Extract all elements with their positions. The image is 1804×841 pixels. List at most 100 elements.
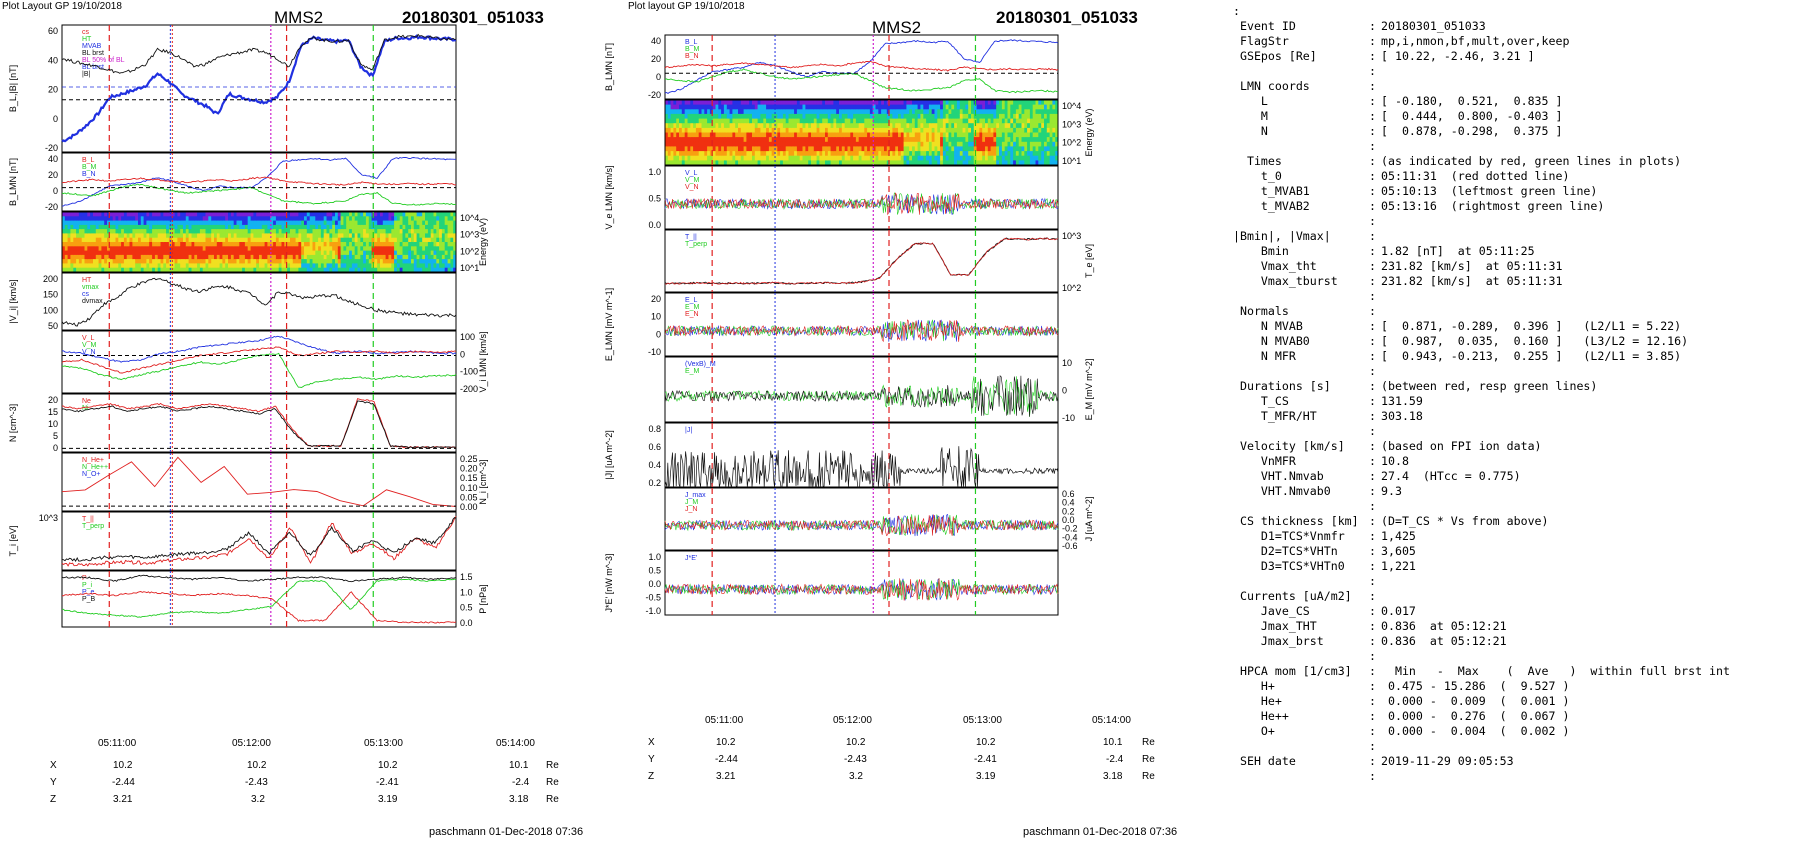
spectrogram-cell [923,137,927,143]
spectrogram-cell [687,160,691,166]
spectrogram-cell [948,137,952,143]
spectrogram-cell [990,137,994,143]
spectrogram-cell [684,151,688,157]
summary-key [1233,214,1369,229]
spectrogram-cell [676,137,680,143]
spectrogram-cell [177,254,181,260]
spectrogram-cell [976,113,980,119]
spectrogram-cell [1055,127,1059,133]
spectrogram-cell [284,229,288,234]
spectrogram-cell [940,132,944,138]
spectrogram-cell [76,242,80,247]
spectrogram-cell [337,216,342,222]
spectrogram-cell [881,123,885,129]
spectrogram-cell [940,127,944,133]
spectrogram-cell [349,229,353,234]
spectrogram-cell [166,229,170,234]
spectrogram-cell [757,109,761,115]
spectrogram-cell [374,246,378,252]
spectrogram-cell [382,242,387,247]
spectrogram-cell [439,259,443,264]
spectrogram-cell [757,137,761,143]
spectrogram-cell [242,267,246,273]
spectrogram-cell [1013,151,1017,157]
spectrogram-cell [808,141,812,147]
spectrogram-cell [805,155,809,161]
spectrogram-cell [990,155,994,161]
spectrogram-cell [304,267,308,273]
spectrogram-cell [867,123,871,129]
spectrogram-cell [365,220,370,226]
spectrogram-cell [853,146,857,152]
spectrogram-cell [444,246,448,252]
spectrogram-cell [197,216,201,222]
spectrogram-cell [112,233,116,239]
spectrogram-cell [749,137,753,143]
spectrogram-cell [780,127,784,133]
spectrogram-cell [987,113,992,119]
spectrogram-cell [214,216,218,222]
spectrogram-cell [129,216,133,222]
ytick-label: 1.0 [648,167,661,177]
spectrogram-cell [1021,146,1025,152]
spectrogram-cell [368,263,373,269]
spectrogram-cell [869,160,874,166]
spectrogram-cell [90,250,94,256]
spectrogram-cell [126,267,130,273]
spectrogram-cell [1038,137,1042,143]
spectrogram-cell [796,160,801,166]
spectrogram-cell [154,246,159,252]
spectrogram-cell [735,160,739,166]
spectrogram-cell [191,263,195,269]
spectrogram-cell [107,254,111,260]
spectrogram-cell [188,212,192,217]
spectrogram-cell [912,160,916,166]
spectrogram-cell [377,246,381,252]
spectrogram-cell [320,212,325,217]
spectrogram-cell [447,259,451,264]
spectrogram-cell [990,118,994,124]
ytick-label: 0 [1062,386,1067,396]
spectrogram-cell [112,250,116,256]
spectrogram-cell [242,237,246,243]
spectrogram-cell [354,224,358,230]
spectrogram-cell [118,267,122,273]
spectrogram-cell [185,237,190,243]
spectrogram-cell [411,233,415,239]
spectrogram-cell [191,212,195,217]
spectrogram-cell [934,127,938,133]
spectrogram-cell [679,141,683,147]
summary-colon: : [1369,514,1376,528]
spectrogram-cell [889,155,893,161]
spectrogram-cell [73,242,77,247]
spectrogram-cell [802,118,806,124]
spectrogram-cell [1018,127,1022,133]
spectrogram-cell [985,109,989,115]
spectrogram-cell [332,254,336,260]
spectrogram-cell [371,216,375,222]
spectrogram-cell [1038,118,1042,124]
spectrogram-cell [777,113,781,119]
spectrogram-cell [799,104,803,110]
spectrogram-cell [188,246,192,252]
spectrogram-cell [163,233,167,239]
spectrogram-cell [788,155,792,161]
spectrogram-cell [256,216,260,222]
spectrogram-cell [822,127,826,133]
spectrogram-cell [909,118,913,124]
spectrogram-cell [247,246,251,252]
spectrogram-cell [416,212,420,217]
spectrogram-cell [945,100,949,106]
spectrogram-cell [436,233,440,239]
spectrogram-cell [869,127,874,133]
spectrogram-cell [813,104,818,110]
spectrogram-cell [962,118,966,124]
spectrogram-cell [853,155,857,161]
spectrogram-cell [942,109,947,115]
spectrogram-cell [214,254,218,260]
spectrogram-cell [665,109,669,115]
spectrogram-cell [945,123,949,129]
spectrogram-cell [878,132,882,138]
spectrogram-cell [230,263,235,269]
spectrogram-cell [954,151,958,157]
